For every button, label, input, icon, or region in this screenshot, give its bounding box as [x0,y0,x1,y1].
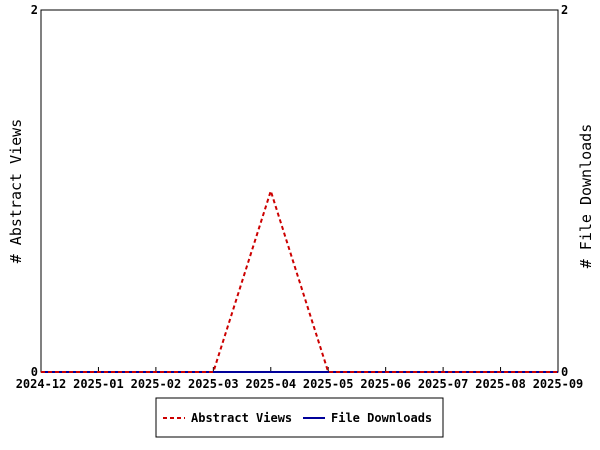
plot-frame [40,9,559,373]
y2-axis-title: # File Downloads [577,124,595,269]
legend-box [155,397,444,438]
x-tick-label-2025-06: 2025-06 [360,377,411,391]
x-tick-label-2025-04: 2025-04 [245,377,296,391]
x-tick-label-2025-01: 2025-01 [73,377,124,391]
x-tick-label-2025-05: 2025-05 [303,377,354,391]
x-tick-label-2025-02: 2025-02 [131,377,182,391]
x-tick-label-2025-09: 2025-09 [533,377,584,391]
y2-tick-label-2: 2 [561,3,568,17]
series-line-abstract-views [41,187,558,373]
y2-tick-label-0: 0 [561,365,568,379]
x-tick-label-2025-03: 2025-03 [188,377,239,391]
y-tick-label-2: 2 [31,3,38,17]
legend-label-abstract-views: Abstract Views [191,411,292,425]
y-axis-title: # Abstract Views [7,119,25,264]
x-tick-label-2024-12: 2024-12 [16,377,67,391]
legend: Abstract Views File Downloads [155,397,444,438]
y-tick-label-0: 0 [31,365,38,379]
legend-label-file-downloads: File Downloads [331,411,432,425]
series-layer [41,187,558,373]
x-axis: 2024-12 2025-01 2025-02 2025-03 2025-04 2025-… [16,367,584,391]
x-tick-label-2025-08: 2025-08 [475,377,526,391]
x-tick-label-2025-07: 2025-07 [418,377,469,391]
